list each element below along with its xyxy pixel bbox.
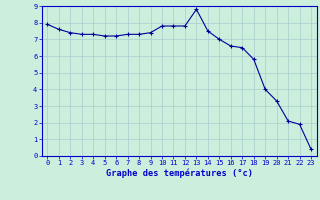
X-axis label: Graphe des températures (°c): Graphe des températures (°c) xyxy=(106,169,253,178)
